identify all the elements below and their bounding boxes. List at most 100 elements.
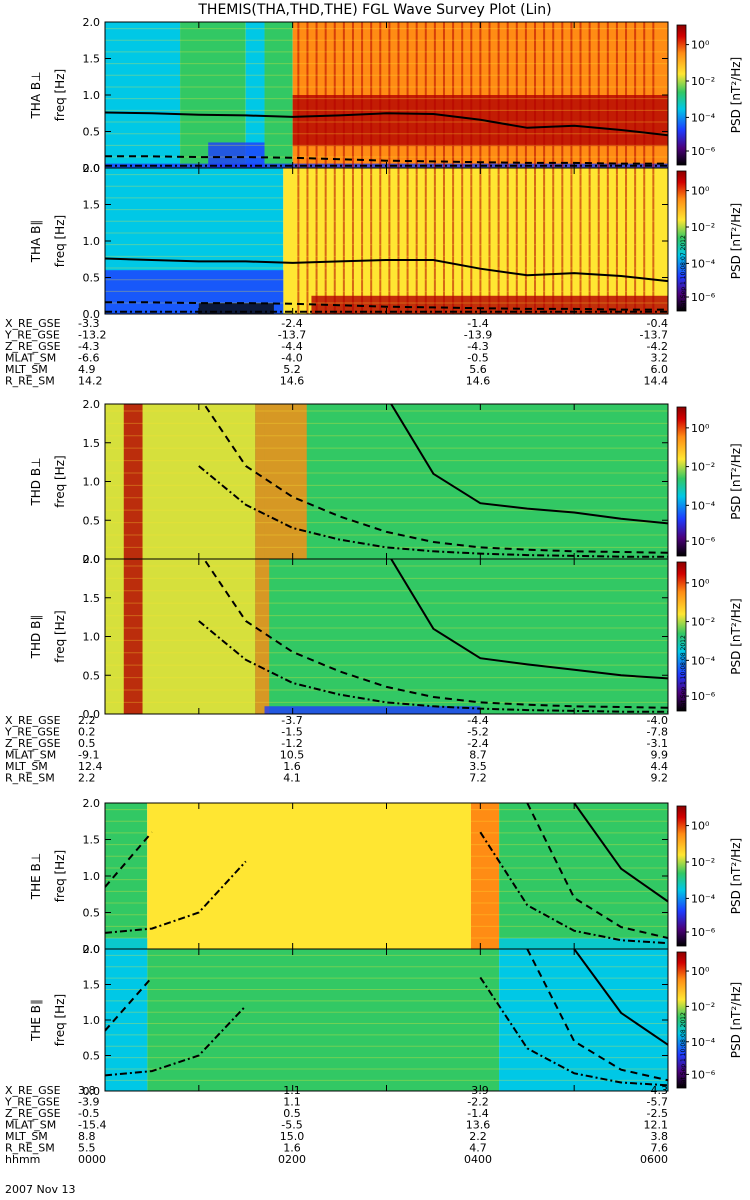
y-tick-label: 1.5 bbox=[83, 979, 101, 992]
dashdot-curve-5 bbox=[105, 976, 668, 1087]
colorbar-tick-label: 10⁻² bbox=[691, 75, 715, 88]
ephemeris-value: -9.1 bbox=[78, 749, 99, 762]
ephemeris-block-2: X_RE_GSE 3.8 1.1 -3.9 -4.3 Y_RE_GSE -3.9 1.1 -2.… bbox=[4, 1084, 668, 1166]
ephemeris-value: -5.5 bbox=[281, 1119, 302, 1132]
colorbar bbox=[676, 170, 687, 312]
y-axis-label: THD B⊥ bbox=[29, 457, 43, 506]
y-axis-unit-label: freq [Hz] bbox=[53, 455, 67, 507]
y-tick-label: 0.0 bbox=[83, 708, 101, 721]
ephemeris-value: -2.5 bbox=[647, 1107, 668, 1120]
ephemeris-value: -4.3 bbox=[78, 340, 99, 353]
ephemeris-value: -1.2 bbox=[281, 737, 302, 750]
ephemeris-value: 4.1 bbox=[283, 772, 301, 785]
y-tick-label: 1.0 bbox=[83, 235, 101, 248]
ephemeris-value: -4.3 bbox=[467, 340, 488, 353]
ephemeris-value: -2.4 bbox=[467, 737, 488, 750]
ephemeris-value: 9.9 bbox=[651, 749, 669, 762]
ephemeris-value: -4.0 bbox=[281, 352, 302, 365]
y-tick-label: 0.5 bbox=[83, 126, 101, 139]
colorbar-tick-label: 10⁻⁶ bbox=[691, 291, 716, 304]
colorbar-tick-label: 10⁻⁴ bbox=[691, 257, 716, 270]
y-tick-label: 1.0 bbox=[83, 631, 101, 644]
y-tick-label: 0.0 bbox=[83, 943, 101, 956]
ephemeris-value: 1.1 bbox=[283, 1084, 301, 1097]
ephemeris-value: 8.8 bbox=[78, 1130, 96, 1143]
ephemeris-label: R_RE_SM bbox=[5, 772, 55, 785]
colorbar bbox=[676, 561, 687, 712]
colorbar bbox=[676, 805, 687, 947]
y-axis-unit-label: freq [Hz] bbox=[53, 215, 67, 267]
ephemeris-value: 1.6 bbox=[283, 1142, 301, 1155]
colorbar-tick-label: 10⁻⁴ bbox=[691, 892, 716, 905]
solid-curve-4 bbox=[573, 803, 668, 903]
colorbar-tick-label: 10⁰ bbox=[691, 185, 710, 198]
y-axis-label: THA B∥ bbox=[29, 220, 43, 264]
timestamp-label: Sat Sep 1 10:08:07 2012 bbox=[680, 235, 687, 310]
solid-curve-2 bbox=[389, 404, 668, 525]
ephemeris-value: 2.2 bbox=[78, 772, 96, 785]
y-tick-label: 0.0 bbox=[83, 553, 101, 566]
ephemeris-label: Y_RE_GSE bbox=[4, 1096, 60, 1109]
ephemeris-label: Y_RE_GSE bbox=[4, 329, 60, 342]
ephemeris-value: -3.9 bbox=[78, 1096, 99, 1109]
y-axis-label: THE B⊥ bbox=[29, 853, 43, 900]
ephemeris-value: 2.2 bbox=[469, 1130, 487, 1143]
y-tick-label: 1.5 bbox=[83, 53, 101, 66]
y-axis-unit-label: freq [Hz] bbox=[53, 69, 67, 121]
ephemeris-value: -4.0 bbox=[647, 714, 668, 727]
ephemeris-value: -0.5 bbox=[467, 352, 488, 365]
ephemeris-value: -13.7 bbox=[278, 329, 306, 342]
colorbar-title: PSD [nT²/Hz] bbox=[729, 982, 743, 1058]
ephemeris-value: -0.5 bbox=[78, 1107, 99, 1120]
ephemeris-value: 5.2 bbox=[283, 363, 301, 376]
ephemeris-label: MLT_SM bbox=[5, 1130, 48, 1143]
ephemeris-value: -5.2 bbox=[467, 726, 488, 739]
ephemeris-value: -4.4 bbox=[281, 340, 302, 353]
timestamp-label: Sat Sep 1 10:08:08 2012 bbox=[680, 635, 687, 710]
ephemeris-value: 3.2 bbox=[651, 352, 669, 365]
ephemeris-label: hhmm bbox=[5, 1153, 40, 1166]
y-tick-label: 0.5 bbox=[83, 272, 101, 285]
spectrogram-panel-5: 0.0 0.5 1.0 1.5 2.0 THE B∥ freq [Hz] 10⁰ 10⁻² 10⁻… bbox=[29, 943, 743, 1098]
ephemeris-value: 3.8 bbox=[78, 1084, 96, 1097]
spectrogram-panel-3: 0.0 0.5 1.0 1.5 2.0 THD B∥ freq [Hz] 10⁰ 10⁻² 10⁻… bbox=[29, 553, 743, 721]
ephemeris-value: -13.7 bbox=[640, 329, 668, 342]
colorbar-tick-label: 10⁻² bbox=[691, 616, 715, 629]
colorbar-tick-label: 10⁻⁴ bbox=[691, 111, 716, 124]
ephemeris-block-1: X_RE_GSE 2.2 -3.7 -4.4 -4.0 Y_RE_GSE 0.2 -1.5 -5… bbox=[4, 714, 668, 785]
ephemeris-value: 10.5 bbox=[280, 749, 305, 762]
ephemeris-value: -4.4 bbox=[467, 714, 488, 727]
colorbar-title: PSD [nT²/Hz] bbox=[729, 443, 743, 519]
y-tick-label: 2.0 bbox=[83, 16, 101, 29]
y-tick-label: 0.0 bbox=[83, 1085, 101, 1098]
ephemeris-value: 7.2 bbox=[469, 772, 487, 785]
ephemeris-value: 4.7 bbox=[469, 1142, 487, 1155]
solid-curve-1 bbox=[105, 257, 668, 283]
ephemeris-label: Z_RE_GSE bbox=[5, 737, 61, 750]
ephemeris-value: -2.2 bbox=[467, 1096, 488, 1109]
y-tick-label: 0.5 bbox=[83, 669, 101, 682]
ephemeris-value: -13.2 bbox=[78, 329, 106, 342]
ephemeris-value: -1.4 bbox=[467, 1107, 488, 1120]
ephemeris-value: 13.6 bbox=[466, 1119, 491, 1132]
ephemeris-value: 0600 bbox=[640, 1153, 668, 1166]
ephemeris-value: -4.2 bbox=[647, 340, 668, 353]
ephemeris-value: 0.5 bbox=[283, 1107, 301, 1120]
dashed-curve-5 bbox=[105, 949, 668, 1082]
dashdot-curve-2 bbox=[198, 465, 668, 558]
y-axis-label: THD B∥ bbox=[29, 615, 43, 660]
y-tick-label: 1.0 bbox=[83, 870, 101, 883]
y-tick-label: 1.5 bbox=[83, 199, 101, 212]
y-tick-label: 1.0 bbox=[83, 476, 101, 489]
colorbar-tick-label: 10⁰ bbox=[691, 39, 710, 52]
ephemeris-value: 7.6 bbox=[651, 1142, 669, 1155]
ephemeris-label: MLT_SM bbox=[5, 760, 48, 773]
ephemeris-value: -7.8 bbox=[647, 726, 668, 739]
ephemeris-value: 14.6 bbox=[466, 375, 491, 388]
ephemeris-value: 0000 bbox=[78, 1153, 106, 1166]
ephemeris-value: -1.4 bbox=[467, 317, 488, 330]
y-axis-unit-label: freq [Hz] bbox=[53, 994, 67, 1046]
y-tick-label: 2.0 bbox=[83, 398, 101, 411]
colorbar-tick-label: 10⁻⁶ bbox=[691, 690, 716, 703]
y-axis-unit-label: freq [Hz] bbox=[53, 610, 67, 662]
